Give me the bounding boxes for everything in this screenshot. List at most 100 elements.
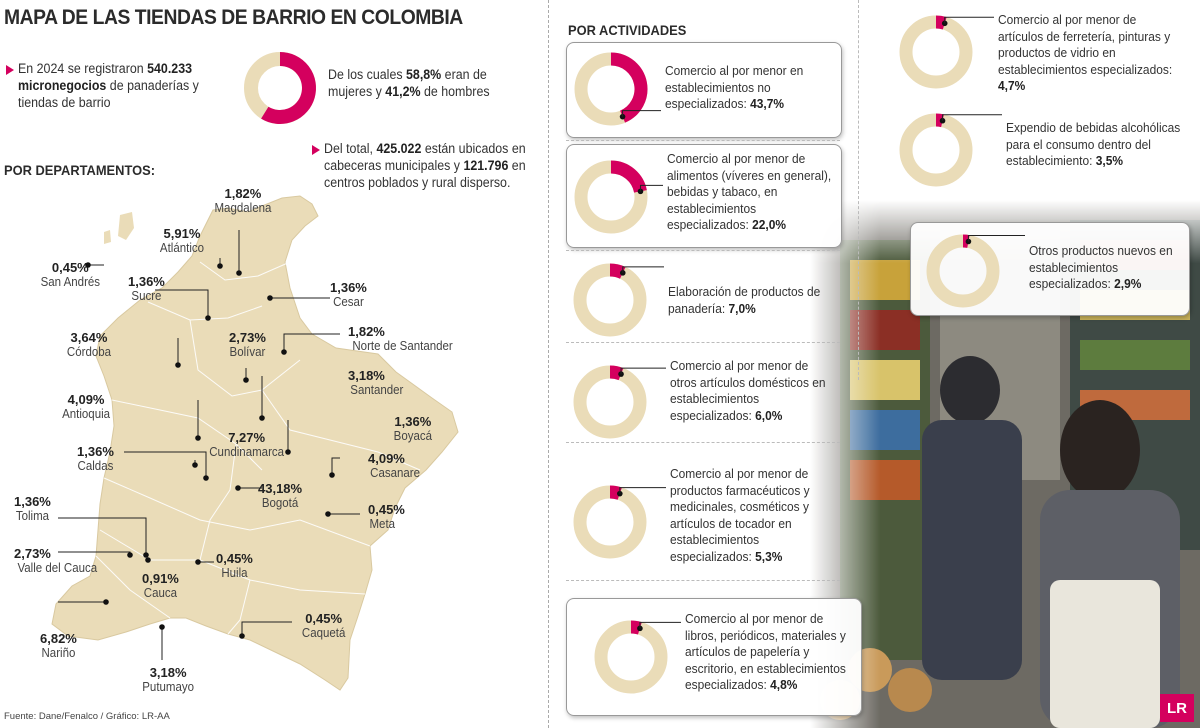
dept-dots bbox=[85, 262, 335, 639]
dept-dot bbox=[195, 435, 201, 441]
activity-card: Comercio al por menor de productos farma… bbox=[566, 460, 840, 576]
dept-name: Magdalena bbox=[214, 201, 272, 215]
dept-dot bbox=[175, 362, 181, 368]
donut-leader bbox=[944, 16, 994, 24]
intro-text: En 2024 se registraron 540.233 micronego… bbox=[18, 61, 199, 110]
dept-label-casanare: 4,09% Casanare bbox=[368, 451, 422, 481]
gender-text: De los cuales 58,8% eran de mujeres y 41… bbox=[328, 67, 490, 99]
dept-dot bbox=[243, 377, 249, 383]
dept-value: 1,36% bbox=[77, 444, 114, 459]
location-text: Del total, 425.022 están ubicados en cab… bbox=[324, 141, 526, 190]
activity-separator bbox=[566, 342, 840, 343]
dept-name: Cauca bbox=[143, 586, 178, 600]
dept-value: 4,09% bbox=[368, 451, 405, 466]
dept-dot bbox=[103, 599, 109, 605]
dept-label-caldas: 1,36% Caldas bbox=[76, 444, 115, 474]
donut-ring bbox=[594, 620, 668, 694]
column-divider bbox=[858, 0, 859, 380]
dept-name: Tolima bbox=[15, 509, 50, 523]
dept-label-cauca: 0,91% Cauca bbox=[142, 571, 179, 601]
leader-line bbox=[241, 621, 292, 636]
dept-name: Nariño bbox=[41, 646, 76, 660]
donut-dot bbox=[617, 490, 623, 497]
activity-donut bbox=[573, 485, 666, 559]
dept-value: 3,18% bbox=[348, 368, 385, 383]
leader-line bbox=[124, 451, 207, 478]
activity-card: Comercio al por menor de libros, periódi… bbox=[566, 598, 862, 716]
donut-slice bbox=[610, 52, 648, 123]
dept-value: 4,09% bbox=[67, 392, 105, 407]
activity-donut bbox=[574, 52, 661, 126]
activity-text: Comercio al por menor de artículos de fe… bbox=[998, 12, 1173, 77]
activity-separator bbox=[566, 442, 840, 443]
activity-value: 4,7% bbox=[998, 78, 1026, 93]
activity-label: Elaboración de productos de panadería: 7… bbox=[668, 284, 834, 317]
activity-card: Comercio al por menor de otros artículos… bbox=[566, 352, 840, 439]
dept-value: 1,36% bbox=[128, 274, 165, 289]
dept-name: Córdoba bbox=[66, 345, 112, 359]
dept-name: Antioquia bbox=[62, 407, 111, 421]
activity-value: 4,8% bbox=[770, 677, 798, 692]
activity-text: Comercio al por menor de otros artículos… bbox=[670, 358, 826, 423]
donut-slice bbox=[610, 160, 647, 193]
dept-name: Cundinamarca bbox=[209, 445, 285, 459]
activity-card: Comercio al por menor de artículos de fe… bbox=[888, 6, 1188, 94]
dept-label-huila: 0,45% Huila bbox=[216, 551, 253, 581]
dept-dot bbox=[205, 315, 211, 321]
dept-name: San Andrés bbox=[40, 275, 101, 289]
activities-heading: POR ACTIVIDADES bbox=[568, 22, 687, 38]
activity-text: Otros productos nuevos en establecimient… bbox=[1029, 243, 1173, 291]
dept-dot bbox=[325, 511, 331, 517]
activity-separator bbox=[566, 250, 840, 251]
dept-dot bbox=[281, 349, 287, 355]
activity-text: Comercio al por menor de alimentos (víve… bbox=[667, 151, 832, 232]
dept-label-valle-del-cauca: 2,73% Valle del Cauca bbox=[14, 546, 101, 576]
activity-label: Comercio al por menor de libros, periódi… bbox=[685, 611, 855, 694]
dept-name: Atlántico bbox=[159, 241, 205, 255]
dept-name: Bolívar bbox=[229, 345, 266, 359]
dept-name: Meta bbox=[369, 517, 396, 531]
gender-donut bbox=[244, 52, 316, 124]
leader-line bbox=[155, 289, 209, 318]
dept-name: Casanare bbox=[370, 466, 421, 480]
dept-label-nariño: 6,82% Nariño bbox=[40, 631, 77, 661]
donut-leader bbox=[622, 266, 664, 273]
activity-label: Comercio al por menor de otros artículos… bbox=[670, 358, 834, 424]
activity-label: Comercio al por menor de artículos de fe… bbox=[998, 12, 1182, 95]
dept-dot bbox=[267, 295, 273, 301]
dept-value: 2,73% bbox=[14, 546, 51, 561]
colombia-map bbox=[51, 195, 459, 691]
dept-label-norte-de-santander: 1,82% Norte de Santander bbox=[348, 324, 457, 354]
dept-value: 0,45% bbox=[216, 551, 253, 566]
activity-text: Comercio al por menor de productos farma… bbox=[670, 466, 810, 564]
activity-card: Comercio al por menor en establecimiento… bbox=[566, 42, 842, 138]
dept-name: Cesar bbox=[333, 295, 364, 309]
donut-ring bbox=[573, 485, 647, 559]
activity-card: Expendio de bebidas alcohólicas para el … bbox=[888, 104, 1188, 188]
activity-donut bbox=[594, 620, 681, 694]
activity-card: Otros productos nuevos en establecimient… bbox=[910, 222, 1190, 316]
dept-name: Caquetá bbox=[301, 626, 346, 640]
dept-label-tolima: 1,36% Tolima bbox=[14, 494, 51, 524]
activity-card: Comercio al por menor de alimentos (víve… bbox=[566, 144, 842, 248]
dept-dot bbox=[195, 559, 201, 565]
dept-name: Huila bbox=[221, 566, 248, 580]
activity-value: 5,3% bbox=[755, 548, 783, 564]
source-credit: Fuente: Dane/Fenalco / Gráfico: LR-AA bbox=[4, 711, 170, 722]
dept-label-córdoba: 3,64% Córdoba bbox=[65, 330, 113, 360]
activity-value: 3,5% bbox=[1095, 153, 1124, 168]
activity-donut bbox=[926, 234, 1025, 308]
dept-value: 43,18% bbox=[258, 481, 303, 496]
dept-value: 7,27% bbox=[228, 430, 266, 445]
dept-value: 1,36% bbox=[14, 494, 51, 509]
activity-text: Comercio al por menor de libros, periódi… bbox=[685, 611, 846, 692]
dept-value: 3,64% bbox=[70, 330, 108, 345]
dept-label-cundinamarca: 7,27% Cundinamarca bbox=[206, 430, 287, 460]
donut-ring bbox=[573, 365, 647, 439]
bullet-icon bbox=[6, 65, 14, 75]
dept-dot bbox=[217, 263, 223, 269]
dept-label-bolívar: 2,73% Bolívar bbox=[228, 330, 267, 360]
dept-value: 1,36% bbox=[330, 280, 367, 295]
activity-text: Comercio al por menor en establecimiento… bbox=[665, 63, 804, 111]
dept-name: Boyacá bbox=[393, 429, 433, 443]
